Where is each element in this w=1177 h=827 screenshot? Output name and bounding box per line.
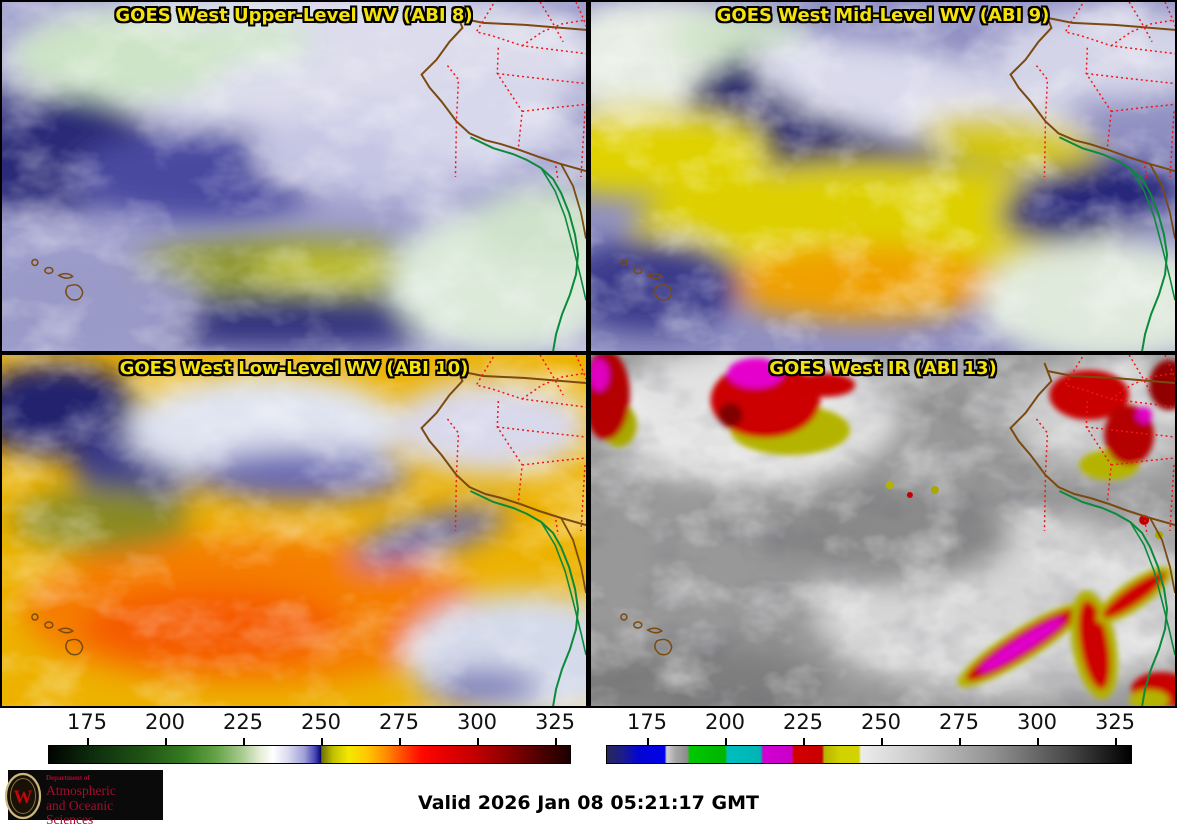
panel-title-low-wv: GOES West Low-Level WV (ABI 10) bbox=[119, 358, 469, 379]
tick-label: 325 bbox=[1094, 710, 1136, 734]
tick-label: 250 bbox=[300, 710, 342, 734]
panel-title-upper-wv: GOES West Upper-Level WV (ABI 8) bbox=[115, 5, 473, 26]
colorbar-wv: 175 200 225 250 275 300 325 bbox=[48, 708, 575, 770]
tick-label: 175 bbox=[66, 710, 108, 734]
tick-mark bbox=[399, 738, 401, 745]
tick-mark bbox=[87, 738, 89, 745]
tick-mark bbox=[321, 738, 323, 745]
colorbar-ir-gradient bbox=[606, 745, 1132, 764]
panel-mid-level-wv: GOES West Mid-Level WV (ABI 9) bbox=[591, 2, 1175, 351]
panel-low-level-wv: GOES West Low-Level WV (ABI 10) bbox=[2, 355, 586, 706]
satellite-panel-grid: GOES West Upper-Level WV (ABI 8) bbox=[0, 0, 1177, 708]
tick-mark bbox=[477, 738, 479, 745]
tick-mark bbox=[959, 738, 961, 745]
tick-mark bbox=[647, 738, 649, 745]
tick-mark bbox=[243, 738, 245, 745]
tick-label: 325 bbox=[534, 710, 576, 734]
satellite-image-low-wv bbox=[2, 355, 586, 706]
panel-upper-level-wv: GOES West Upper-Level WV (ABI 8) bbox=[2, 2, 586, 351]
tick-label: 175 bbox=[626, 710, 668, 734]
tick-mark bbox=[1115, 738, 1117, 745]
panel-title-ir: GOES West IR (ABI 13) bbox=[769, 358, 997, 379]
logo-line-1: Atmospheric bbox=[46, 783, 116, 799]
aos-department-logo: W Department of Atmospheric and Oceanic … bbox=[4, 770, 163, 826]
logo-dept-line: Department of bbox=[46, 774, 90, 782]
panel-title-mid-wv: GOES West Mid-Level WV (ABI 9) bbox=[716, 5, 1050, 26]
tick-mark bbox=[555, 738, 557, 745]
colorbar-ir: 175 200 225 250 275 300 325 bbox=[606, 708, 1136, 770]
svg-text:W: W bbox=[14, 787, 33, 808]
uw-crest-icon: W bbox=[4, 772, 42, 820]
tick-label: 300 bbox=[1016, 710, 1058, 734]
tick-mark bbox=[725, 738, 727, 745]
satellite-image-ir bbox=[591, 355, 1175, 706]
colorbar-wv-gradient bbox=[48, 745, 571, 764]
tick-mark bbox=[881, 738, 883, 745]
tick-label: 225 bbox=[782, 710, 824, 734]
valid-timestamp: Valid 2026 Jan 08 05:21:17 GMT bbox=[418, 792, 759, 814]
satellite-image-mid-wv bbox=[591, 2, 1175, 351]
tick-mark bbox=[165, 738, 167, 745]
tick-label: 200 bbox=[704, 710, 746, 734]
tick-label: 275 bbox=[938, 710, 980, 734]
tick-mark bbox=[1037, 738, 1039, 745]
tick-label: 250 bbox=[860, 710, 902, 734]
tick-label: 225 bbox=[222, 710, 264, 734]
tick-label: 200 bbox=[144, 710, 186, 734]
satellite-image-upper-wv bbox=[2, 2, 586, 351]
tick-label: 275 bbox=[378, 710, 420, 734]
panel-ir: GOES West IR (ABI 13) bbox=[591, 355, 1175, 706]
tick-mark bbox=[803, 738, 805, 745]
tick-label: 300 bbox=[456, 710, 498, 734]
